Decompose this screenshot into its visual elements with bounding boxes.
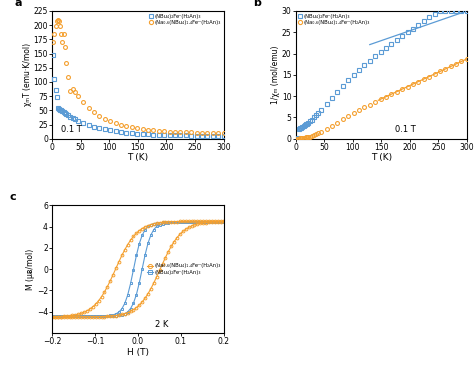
- Y-axis label: M (μᴃ/mol): M (μᴃ/mol): [27, 249, 36, 290]
- Legend: (Na₀.₆(NBu₄)₁.₄Feᴵᴵᴵ(H₂An)₃, (NBu₄)₂Feᴵᴵ(H₂An)₃: (Na₀.₆(NBu₄)₁.₄Feᴵᴵᴵ(H₂An)₃, (NBu₄)₂Feᴵᴵ…: [146, 264, 221, 275]
- Y-axis label: χₘT (emu·K/mol): χₘT (emu·K/mol): [23, 43, 32, 107]
- Text: c: c: [9, 192, 16, 202]
- X-axis label: T (K): T (K): [128, 153, 148, 163]
- Text: a: a: [14, 0, 22, 8]
- Y-axis label: 1/χₘ (mol/emu): 1/χₘ (mol/emu): [271, 46, 280, 104]
- Legend: (NBu₄)₂Feᴵᴵ(H₂An)₃, (Na₀.₆(NBu₄)₁.₄Feᴵᴵᴵ(H₂An)₃: (NBu₄)₂Feᴵᴵ(H₂An)₃, (Na₀.₆(NBu₄)₁.₄Feᴵᴵᴵ…: [298, 14, 370, 25]
- Text: 2 K: 2 K: [155, 320, 168, 329]
- X-axis label: H (T): H (T): [127, 348, 149, 356]
- Text: 0.1 T: 0.1 T: [61, 126, 82, 134]
- Text: 0.1 T: 0.1 T: [395, 126, 416, 134]
- X-axis label: T (K): T (K): [371, 153, 392, 163]
- Text: b: b: [253, 0, 261, 8]
- Legend: (NBu₄)₂Feᴵᴵ(H₂An)₃, (Na₀.₆(NBu₄)₁.₄Feᴵᴵᴵ(H₂An)₃: (NBu₄)₂Feᴵᴵ(H₂An)₃, (Na₀.₆(NBu₄)₁.₄Feᴵᴵᴵ…: [149, 14, 221, 25]
